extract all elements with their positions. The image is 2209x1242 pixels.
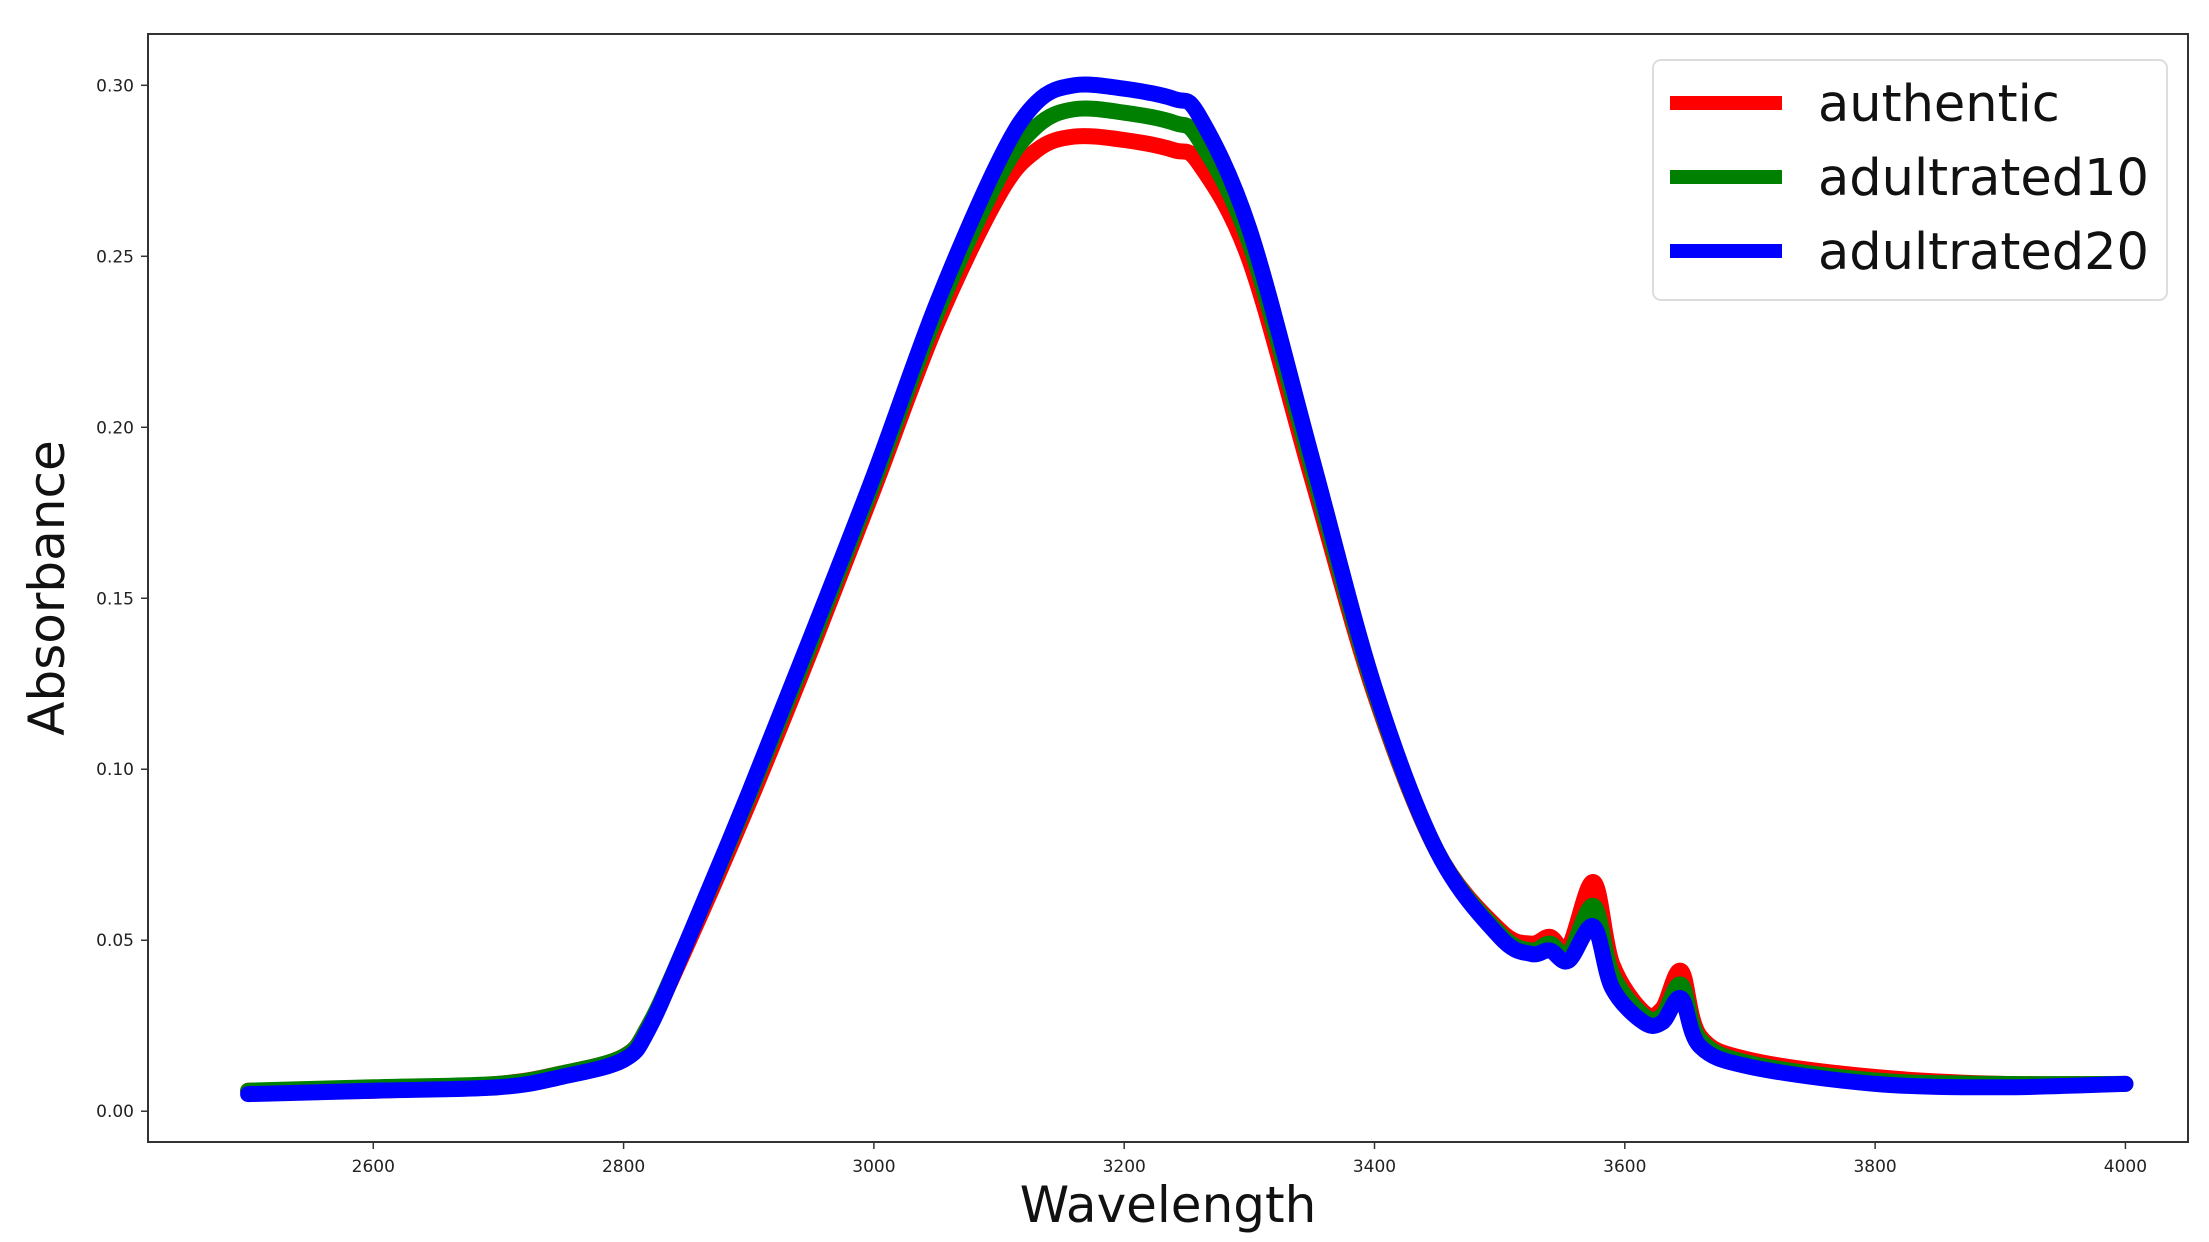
x-tick-label: 3000 (852, 1157, 895, 1177)
x-tick-label: 3800 (1853, 1157, 1896, 1177)
legend-box (1652, 59, 2168, 301)
legend-label-adultrated10: adultrated10 (1818, 149, 2149, 208)
x-tick-label: 4000 (2104, 1157, 2147, 1177)
x-tick-label: 3200 (1103, 1157, 1146, 1177)
x-tick-label: 3600 (1603, 1157, 1646, 1177)
x-tick-label: 3400 (1353, 1157, 1396, 1177)
y-tick-label: 0.30 (96, 76, 134, 96)
legend-label-authentic: authentic (1818, 75, 2060, 134)
series-line-adultrated20 (240, 76, 2134, 1103)
legend-label-adultrated20: adultrated20 (1818, 223, 2149, 282)
legend: authentic adultrated10 adultrated20 (1652, 59, 2168, 301)
x-axis-title: Wavelength (1020, 1176, 1317, 1234)
y-tick-label: 0.20 (96, 418, 134, 438)
plot-area-frame (147, 33, 2189, 1143)
y-tick-label: 0.15 (96, 589, 134, 609)
x-axis-ticks: 2600 2800 3000 3200 3400 3600 3800 4000 (352, 1142, 2147, 1177)
series-lines (240, 76, 2134, 1103)
y-tick-label: 0.10 (96, 760, 134, 780)
x-tick-label: 2800 (602, 1157, 645, 1177)
y-axis-ticks: 0.00 0.05 0.10 0.15 0.20 0.25 0.30 (96, 76, 148, 1122)
y-tick-label: 0.00 (96, 1102, 134, 1122)
x-tick-label: 2600 (352, 1157, 395, 1177)
y-tick-label: 0.05 (96, 931, 134, 951)
y-axis-title: Absorbance (18, 440, 76, 735)
y-tick-label: 0.25 (96, 247, 134, 267)
